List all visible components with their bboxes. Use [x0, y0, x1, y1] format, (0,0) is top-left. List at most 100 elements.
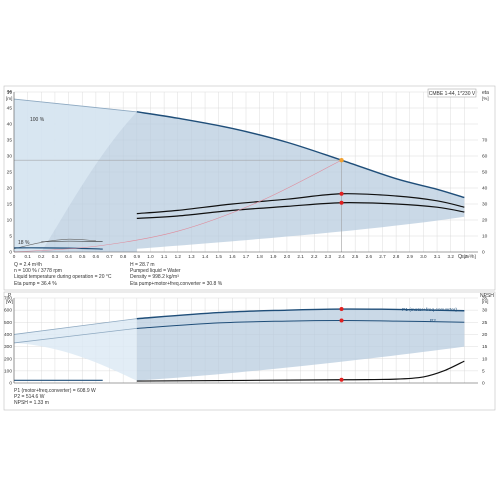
y2-axis-unit: [m] — [482, 299, 488, 304]
x-tick-label: 0.1 — [24, 254, 31, 259]
info-liquid: Pumped liquid = Water — [130, 268, 181, 275]
y2-axis-label: NPSH — [480, 293, 494, 299]
y-tick-label: 400 — [4, 332, 12, 338]
y2-tick-label: 70 — [482, 138, 488, 144]
info-density: Density = 998.2 kg/m³ — [130, 274, 179, 281]
x-tick-label: 2.5 — [352, 254, 359, 259]
operating-area — [14, 99, 465, 252]
title-box — [427, 88, 477, 98]
x-tick-label: 0.6 — [93, 254, 100, 259]
y-tick-label: 5 — [9, 234, 12, 240]
x-tick-label: 2.8 — [393, 254, 400, 259]
x-tick-label: 2.9 — [407, 254, 414, 259]
y2-tick-label: 0 — [482, 250, 485, 256]
x-tick-label: 1.8 — [256, 254, 263, 259]
chart-title: CMBE 1-44, 1*230 V — [429, 91, 476, 97]
x-tick-label: 3.0 — [420, 254, 427, 259]
p2-series-label: P2 — [430, 318, 436, 324]
x-tick-label: 0 — [13, 254, 16, 259]
h-curve-100-partial — [13, 98, 137, 113]
y-tick-label: 0 — [9, 381, 12, 387]
x-tick-label: 1.2 — [175, 254, 182, 259]
head-chart: 0 0.1 0.2 0.3 0.4 0.5 0.6 0.7 0.8 0.9 1.0 1.1 1.2 1.3… — [3, 85, 496, 291]
curve-label-100: 100 % — [30, 117, 45, 123]
x-tick-label: 0.5 — [79, 254, 86, 259]
x-tick-label: 3.2 — [448, 254, 455, 259]
y2-axis-label: eta — [482, 90, 489, 96]
y-tick-label: 40 — [7, 122, 13, 128]
y-tick-label: 50 — [7, 90, 13, 96]
partial-load-area — [14, 99, 137, 252]
info-speed: n = 100 % / 3778 rpm — [14, 268, 62, 275]
p1-curve-partial — [13, 318, 137, 335]
info-eta-pump: Eta pump = 36.4 % — [14, 280, 57, 287]
y-tick-label: 35 — [7, 138, 13, 144]
duty-point — [339, 157, 344, 163]
y-tick-label: 500 — [4, 320, 12, 326]
y2-tick-label: 15 — [482, 344, 488, 350]
power-partial-load-area — [14, 318, 137, 381]
x-axis-unit: [m³/h] — [464, 254, 476, 259]
eta-point — [339, 200, 344, 205]
y2-tick-label: 30 — [482, 202, 488, 208]
y-tick-label: 0 — [9, 250, 12, 256]
y2-tick-label: 20 — [482, 332, 488, 338]
info-npsh: NPSH = 1.33 m — [14, 400, 49, 407]
x-tick-label: 2.2 — [311, 254, 318, 259]
eta-total-curve — [136, 202, 465, 219]
y-tick-label: 100 — [4, 368, 12, 374]
x-tick-label: 3.3 — [461, 254, 468, 259]
x-tick-label: 0.9 — [134, 254, 141, 259]
x-tick-label: 1.1 — [161, 254, 168, 259]
x-axis-label: Q — [458, 254, 462, 260]
p2-curve-partial — [13, 327, 137, 344]
x-tick-label: 1.5 — [216, 254, 223, 259]
x-tick-label: 1.0 — [147, 254, 154, 259]
x-tick-label: 1.9 — [270, 254, 277, 259]
y-tick-label: 200 — [4, 356, 12, 362]
x-tick-label: 0.4 — [65, 254, 72, 259]
top-chart-frame — [3, 85, 496, 291]
y-tick-label: 10 — [7, 218, 13, 224]
y2-tick-label: 10 — [482, 234, 488, 240]
curve-label-18: 18 % — [18, 240, 30, 246]
y2-tick-label: 60 — [482, 154, 488, 160]
operating-point — [339, 318, 344, 323]
system-curve — [13, 159, 342, 253]
info-eta-total: Eta pump+motor+freq.converter = 30.8 % — [130, 280, 223, 287]
y-axis-label: H — [8, 90, 12, 96]
eta-pump-curve — [136, 193, 465, 215]
info-bottom: P1 (motor+freq.converter) = 608.9 W P2 =… — [14, 388, 96, 407]
x-tick-label: 1.6 — [229, 254, 236, 259]
h-curve-100 — [136, 111, 465, 199]
eta-point — [339, 191, 344, 196]
power-operating-area — [136, 309, 465, 381]
info-p1: P1 (motor+freq.converter) = 608.9 W — [14, 388, 96, 394]
eta-18-curve — [13, 238, 96, 250]
y2-tick-label: 0 — [482, 381, 485, 387]
y2-tick-label: 25 — [482, 320, 488, 326]
x-tick-label: 2.3 — [325, 254, 332, 259]
operating-point — [339, 377, 344, 382]
y2-tick-label: 40 — [482, 186, 488, 192]
y2-tick-label: 10 — [482, 356, 488, 362]
operating-point — [339, 307, 344, 312]
x-tick-label: 3.1 — [434, 254, 441, 259]
info-top-left: Q = 2.4 m³/h n = 100 % / 3778 rpm Liquid… — [14, 262, 111, 287]
info-liquid-temp: Liquid temperature during operation = 20… — [14, 274, 112, 281]
y-tick-label: 300 — [4, 344, 12, 350]
p1-series-label: P1 (motor+freq.converter) — [402, 307, 457, 313]
x-tick-label: 2.7 — [379, 254, 386, 259]
y-axis-label: P — [8, 293, 12, 299]
h-curve-18 — [13, 247, 103, 250]
info-q: Q = 2.4 m³/h — [14, 262, 42, 268]
x-tick-label: 0.3 — [52, 254, 59, 259]
y2-tick-label: 35 — [482, 296, 488, 302]
x-tick-label: 2.6 — [366, 254, 373, 259]
y2-tick-label: 50 — [482, 170, 488, 176]
info-head: H = 28.7 m — [130, 262, 155, 268]
y2-tick-label: 5 — [482, 368, 485, 374]
y-tick-label: 15 — [7, 202, 13, 208]
info-top-right: H = 28.7 m Pumped liquid = Water Density… — [130, 262, 222, 287]
